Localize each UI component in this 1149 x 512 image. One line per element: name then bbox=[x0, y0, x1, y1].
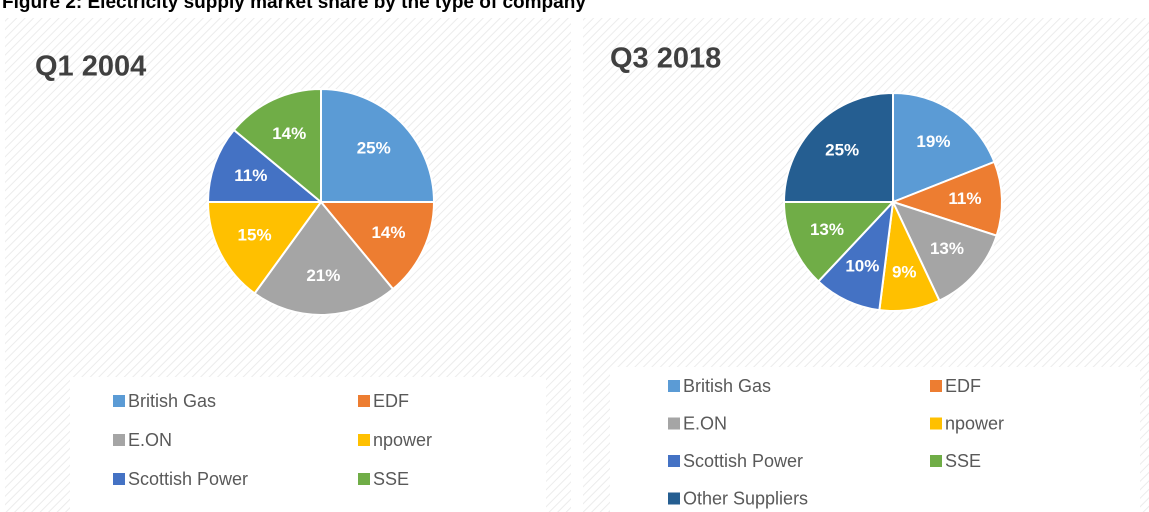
legend-label: E.ON bbox=[128, 430, 172, 450]
data-label: 9% bbox=[892, 263, 917, 282]
pie-slice bbox=[318, 201, 436, 291]
legend-swatch bbox=[358, 473, 370, 485]
legend-swatch bbox=[668, 417, 680, 430]
chart-title: Q1 2004 bbox=[35, 51, 146, 83]
pie-slice bbox=[782, 91, 894, 203]
legend-label: British Gas bbox=[683, 376, 771, 396]
legend-label: EDF bbox=[945, 376, 981, 396]
data-label: 14% bbox=[371, 223, 405, 242]
pie-slice bbox=[253, 200, 395, 316]
pie-slice bbox=[206, 201, 323, 295]
legend-label: E.ON bbox=[683, 413, 727, 433]
legend-swatch bbox=[668, 380, 680, 392]
chart-title: Q3 2018 bbox=[610, 43, 721, 75]
legend-swatch bbox=[113, 395, 125, 407]
pie-slice bbox=[206, 128, 324, 203]
pie-slice bbox=[891, 200, 998, 302]
pie-slice bbox=[892, 91, 996, 204]
legend-swatch bbox=[930, 380, 942, 392]
legend-swatch bbox=[668, 492, 680, 505]
legend-swatch bbox=[358, 395, 370, 407]
legend-label: SSE bbox=[945, 451, 981, 471]
legend-box bbox=[70, 377, 546, 512]
data-label: 25% bbox=[357, 139, 391, 158]
data-label: 11% bbox=[234, 166, 267, 185]
pie-slice bbox=[782, 201, 896, 283]
data-label: 14% bbox=[272, 124, 306, 143]
data-label: 21% bbox=[306, 266, 340, 285]
legend-label: British Gas bbox=[128, 391, 216, 411]
legend-swatch bbox=[358, 434, 370, 446]
data-label: 13% bbox=[930, 239, 964, 258]
legend-label: npower bbox=[945, 413, 1004, 433]
figure-title: Figure 2: Electricity supply market shar… bbox=[2, 0, 586, 13]
data-label: 19% bbox=[916, 132, 950, 151]
pie-slice bbox=[232, 87, 322, 205]
legend-label: Scottish Power bbox=[683, 451, 803, 471]
pie-slice bbox=[890, 160, 1003, 237]
legend-label: Other Suppliers bbox=[683, 488, 808, 508]
legend-label: EDF bbox=[373, 391, 409, 411]
legend-swatch bbox=[668, 455, 680, 467]
data-label: 25% bbox=[825, 141, 859, 160]
data-label: 10% bbox=[845, 257, 879, 276]
legend-box bbox=[610, 367, 1140, 512]
legend-swatch bbox=[930, 455, 942, 467]
data-label: 11% bbox=[948, 189, 981, 208]
legend-swatch bbox=[113, 434, 125, 446]
legend-swatch bbox=[113, 473, 125, 485]
data-label: 15% bbox=[238, 225, 272, 244]
legend-swatch bbox=[930, 417, 942, 430]
data-label: 13% bbox=[810, 220, 844, 239]
legend-label: Scottish Power bbox=[128, 469, 248, 489]
legend-label: SSE bbox=[373, 469, 409, 489]
legend-label: npower bbox=[373, 430, 432, 450]
pie-slice bbox=[320, 87, 436, 203]
